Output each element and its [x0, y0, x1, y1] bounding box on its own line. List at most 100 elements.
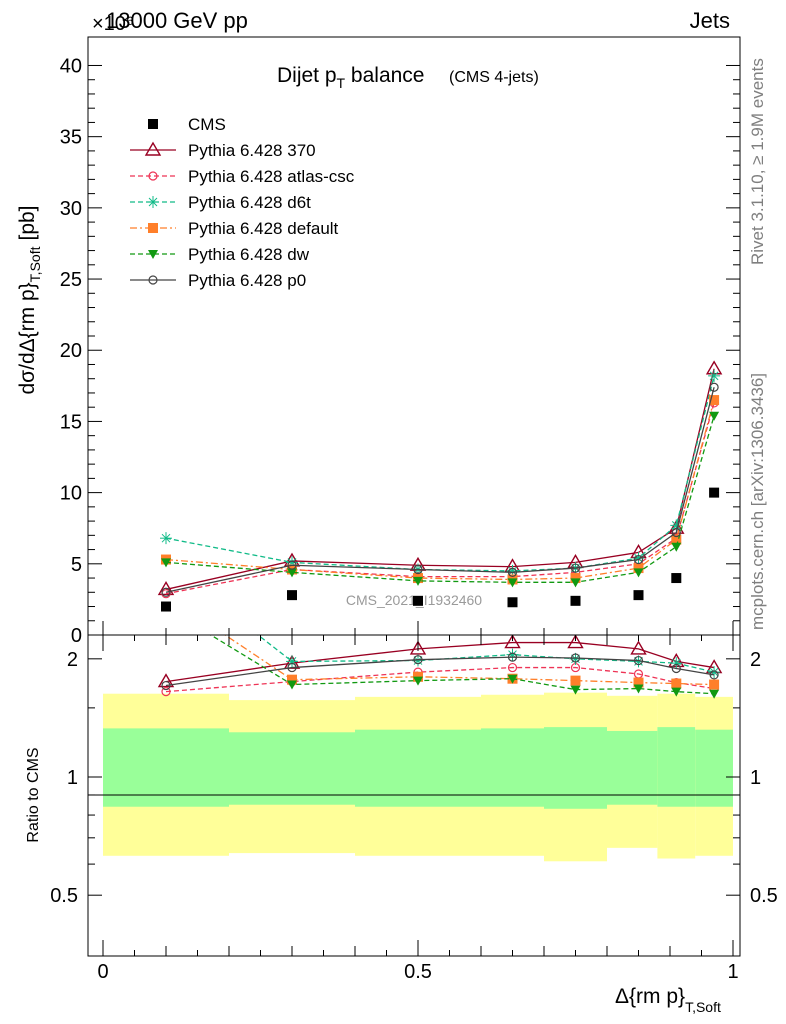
legend-marker: [144, 141, 162, 156]
legend-entry: Pythia 6.428 dw: [130, 245, 310, 264]
legend-entry: Pythia 6.428 p0: [130, 271, 306, 290]
chart-title-sub: T: [337, 75, 346, 91]
ratio-point: [413, 655, 423, 665]
ratio-y-tick-label-right: 2: [750, 649, 761, 671]
legend-marker: [148, 119, 158, 129]
main-x-ticks: [102, 621, 734, 635]
ratio-point: [570, 653, 581, 663]
multiplier-label: ×10⁶: [92, 13, 134, 35]
data-point: [161, 587, 171, 597]
ratio-panel: 0.5 0.5 1 1 2 2 0 0.5 1 Ratio to CMS Δ{rm p}T,So…: [25, 634, 778, 1015]
data-point: [708, 369, 721, 382]
series-line: [165, 399, 715, 581]
data-point: [570, 578, 581, 588]
series-pythia-6-428-d6t: [160, 369, 721, 577]
process-label: Jets: [690, 8, 730, 33]
legend-entry: Pythia 6.428 370: [130, 141, 316, 160]
data-point: [287, 560, 297, 570]
ratio-y-tick-label-right: 1: [750, 767, 761, 789]
ratio-pythia-6-428-p0: [161, 652, 719, 691]
main-y-ticks: 0 5 10 15 20 25 30 35 40: [60, 55, 740, 647]
data-point: [709, 395, 720, 406]
legend-entry: Pythia 6.428 d6t: [130, 193, 311, 212]
legend-marker: [148, 171, 158, 181]
ratio-y-tick-label-right: 0.5: [750, 885, 778, 907]
uncertainty-band-inner: [103, 728, 229, 807]
ratio-series: [157, 635, 723, 699]
rivet-label: Rivet 3.1.10, ≥ 1.9M events: [748, 58, 767, 265]
legend-entry: Pythia 6.428 atlas-csc: [130, 167, 355, 186]
ratio-point: [633, 655, 644, 666]
ratio-point: [413, 676, 423, 686]
data-point: [671, 542, 682, 552]
ratio-point: [630, 640, 647, 655]
legend-label: Pythia 6.428 d6t: [188, 193, 311, 212]
ratio-point: [671, 687, 682, 697]
chart-title: Dijet pT balance: [277, 64, 425, 91]
y-tick-label: 10: [60, 483, 82, 505]
ratio-point: [709, 670, 719, 680]
y-tick-label: 0: [71, 625, 82, 647]
series-cms: [161, 487, 720, 612]
y-axis-label-unit: [pb]: [16, 205, 39, 240]
main-series: [157, 360, 723, 612]
y-tick-label: 25: [60, 269, 82, 291]
ratio-point: [507, 674, 518, 684]
ratio-point: [709, 689, 720, 699]
legend-marker: [148, 223, 158, 233]
data-point: [570, 595, 581, 606]
legend-label: CMS: [188, 115, 226, 134]
legend-marker: [148, 275, 158, 285]
ratio-y-tick-label: 1: [67, 767, 78, 789]
series-line: [165, 387, 715, 593]
uncertainty-band-inner: [607, 730, 658, 805]
ratio-point: [570, 685, 581, 695]
x-tick-label: 0.5: [404, 961, 432, 983]
ratio-y-label: Ratio to CMS: [25, 747, 42, 842]
y-tick-label: 5: [71, 554, 82, 576]
data-point: [709, 487, 720, 498]
series-pythia-6-428-default: [161, 395, 720, 585]
ratio-y-tick-label: 0.5: [50, 885, 78, 907]
legend-label: Pythia 6.428 atlas-csc: [188, 167, 355, 186]
ratio-point: [409, 640, 427, 655]
data-point: [570, 563, 581, 573]
legend-marker: [148, 250, 158, 259]
series-pythia-6-428-p0: [161, 382, 719, 597]
ratio-line: [223, 635, 715, 686]
ratio-point: [633, 677, 644, 688]
data-point: [633, 554, 644, 565]
data-point: [413, 595, 423, 606]
y-axis-label-sub: T,Soft: [27, 246, 43, 282]
x-axis-label-main: Δ{rm p}: [615, 985, 685, 1008]
data-point: [160, 532, 172, 545]
legend-label: Pythia 6.428 dw: [188, 245, 310, 264]
y-tick-label: 15: [60, 411, 82, 433]
legend-entry: CMS: [148, 115, 226, 134]
chart-title-main: Dijet p: [277, 64, 337, 87]
chart-title-note: (CMS 4-jets): [449, 69, 539, 86]
legend-entry: Pythia 6.428 default: [130, 219, 339, 238]
data-point: [507, 567, 518, 577]
uncertainty-band-inner: [229, 732, 355, 805]
y-axis-label: dσ/dΔ{rm p}T,Soft [pb]: [16, 205, 43, 394]
y-tick-label: 35: [60, 127, 82, 149]
data-point: [709, 411, 720, 421]
ratio-bands: [103, 692, 733, 862]
data-point: [157, 581, 175, 596]
series-line: [165, 375, 715, 572]
data-point: [161, 558, 171, 568]
ratio-point: [708, 666, 721, 679]
x-tick-label: 0: [97, 961, 108, 983]
y-tick-label: 40: [60, 55, 82, 77]
uncertainty-band-inner: [657, 727, 696, 807]
data-point: [671, 534, 682, 545]
ratio-ticks: 0.5 0.5 1 1 2 2 0 0.5 1: [50, 635, 778, 983]
legend-label: Pythia 6.428 default: [188, 219, 339, 238]
ratio-point: [671, 663, 681, 674]
data-point: [570, 573, 581, 584]
ratio-point: [709, 679, 720, 690]
ratio-point: [671, 678, 682, 689]
x-axis-label: Δ{rm p}T,Soft: [615, 985, 721, 1015]
